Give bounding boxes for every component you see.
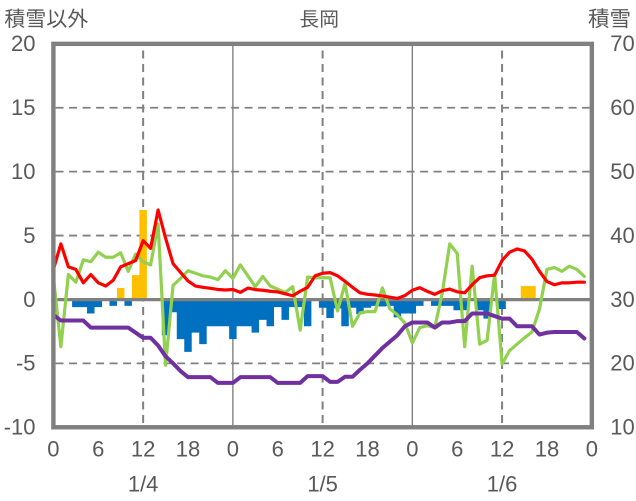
svg-text:6: 6 (451, 437, 463, 462)
svg-text:70: 70 (610, 31, 634, 56)
svg-text:12: 12 (490, 437, 514, 462)
svg-text:10: 10 (11, 159, 35, 184)
svg-text:0: 0 (47, 437, 59, 462)
svg-text:6: 6 (272, 437, 284, 462)
svg-text:1/4: 1/4 (128, 472, 159, 497)
svg-text:50: 50 (610, 159, 634, 184)
svg-text:20: 20 (11, 31, 35, 56)
svg-text:12: 12 (310, 437, 334, 462)
svg-text:18: 18 (176, 437, 200, 462)
svg-text:0: 0 (23, 287, 35, 312)
svg-text:30: 30 (610, 287, 634, 312)
svg-text:-10: -10 (4, 415, 36, 440)
svg-text:40: 40 (610, 223, 634, 248)
svg-text:10: 10 (610, 415, 634, 440)
svg-text:18: 18 (535, 437, 559, 462)
svg-text:18: 18 (355, 437, 379, 462)
svg-text:5: 5 (23, 223, 35, 248)
svg-text:-5: -5 (16, 351, 36, 376)
svg-text:1/6: 1/6 (487, 472, 518, 497)
svg-text:6: 6 (92, 437, 104, 462)
svg-text:15: 15 (11, 95, 35, 120)
svg-text:0: 0 (227, 437, 239, 462)
svg-text:12: 12 (131, 437, 155, 462)
svg-text:0: 0 (586, 437, 598, 462)
svg-text:60: 60 (610, 95, 634, 120)
svg-text:20: 20 (610, 351, 634, 376)
svg-text:0: 0 (406, 437, 418, 462)
svg-text:1/5: 1/5 (307, 472, 338, 497)
